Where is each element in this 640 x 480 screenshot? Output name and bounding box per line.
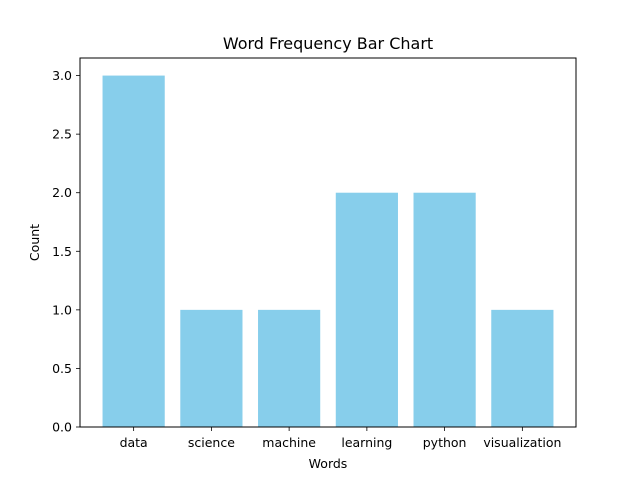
x-tick-label: python <box>423 435 467 450</box>
x-tick-label: data <box>120 435 148 450</box>
bar-data <box>102 75 165 428</box>
y-tick-label: 0.5 <box>52 361 72 376</box>
x-tick-label: machine <box>262 435 316 450</box>
y-tick-label: 1.5 <box>52 244 72 259</box>
y-tick-label: 1.0 <box>52 302 72 317</box>
y-axis-label: Count <box>27 224 42 261</box>
y-tick-label: 2.5 <box>52 127 72 142</box>
bar-science <box>180 309 243 427</box>
axes-frame <box>79 57 577 428</box>
y-tick-label: 0.0 <box>52 420 72 435</box>
bar-python <box>413 192 476 427</box>
x-axis-label: Words <box>309 456 348 471</box>
y-axis-ticks: 0.0 0.5 1.0 1.5 2.0 2.5 3.0 <box>52 68 80 435</box>
bar-machine <box>258 309 321 427</box>
y-tick-label: 3.0 <box>52 68 72 83</box>
x-axis-ticks: data science machine learning python visualiz… <box>120 427 561 450</box>
bar-visualization <box>491 309 554 427</box>
bars <box>102 75 554 428</box>
x-tick-label: learning <box>341 435 392 450</box>
chart-title: Word Frequency Bar Chart <box>223 34 433 53</box>
x-tick-label: visualization <box>483 435 561 450</box>
bar-learning <box>335 192 398 427</box>
y-tick-label: 2.0 <box>52 185 72 200</box>
x-tick-label: science <box>188 435 235 450</box>
